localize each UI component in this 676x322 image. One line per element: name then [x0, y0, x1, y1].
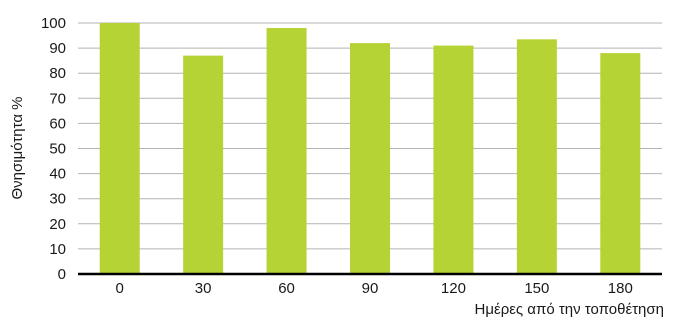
y-tick-label: 0	[58, 266, 66, 283]
bar-60	[266, 28, 307, 274]
x-axis-ticks: 0 30 60 90 120 150 180	[116, 280, 633, 297]
x-tick-label: 60	[278, 280, 295, 297]
y-tick-label: 80	[49, 65, 66, 82]
y-tick-label: 70	[49, 90, 66, 107]
y-tick-label: 30	[49, 191, 66, 208]
bar-120	[433, 45, 474, 275]
bars	[99, 23, 641, 275]
x-tick-label: 150	[524, 280, 549, 297]
y-axis-label: Θνησιμότητα %	[9, 96, 26, 199]
y-tick-label: 90	[49, 40, 66, 57]
y-tick-label: 40	[49, 166, 66, 183]
bar-150	[516, 39, 557, 274]
x-tick-label: 30	[195, 280, 212, 297]
x-tick-label: 90	[362, 280, 379, 297]
x-tick-label: 180	[608, 280, 633, 297]
y-axis-ticks: 0 10 20 30 40 50 60 70 80 90 100	[41, 15, 66, 283]
y-tick-label: 20	[49, 216, 66, 233]
y-tick-label: 10	[49, 241, 66, 258]
bar-180	[600, 53, 641, 275]
y-tick-label: 100	[41, 15, 66, 32]
bar-30	[183, 55, 224, 274]
x-tick-label: 120	[441, 280, 466, 297]
bar-0	[99, 23, 140, 274]
bar-90	[350, 43, 390, 274]
x-axis-label: Ημέρες από την τοποθέτηση	[475, 301, 664, 318]
x-tick-label: 0	[116, 280, 124, 297]
y-tick-label: 60	[49, 115, 66, 132]
y-tick-label: 50	[49, 141, 66, 158]
